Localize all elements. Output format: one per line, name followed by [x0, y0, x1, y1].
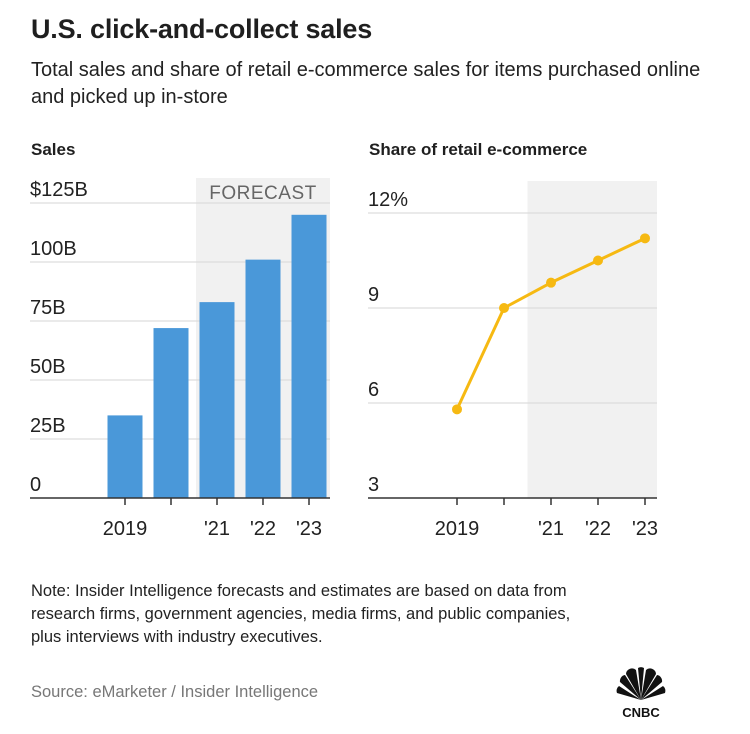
chart-note: Note: Insider Intelligence forecasts and… — [31, 582, 571, 646]
sales-x-tick-labels: 2019 '21 '22 '23 — [103, 518, 322, 540]
share-x-tick-label: '21 — [538, 518, 564, 540]
sales-bar — [199, 302, 235, 498]
sales-x-tick-marks — [124, 498, 310, 505]
sales-y-tick-label: 75B — [30, 297, 66, 319]
sales-bar — [291, 214, 327, 499]
sales-y-tick-label: 0 — [30, 474, 41, 496]
share-x-tick-label: '23 — [632, 518, 658, 540]
sales-bar — [153, 328, 189, 498]
sales-x-tick-label: '23 — [296, 518, 322, 540]
sales-y-tick-label: 50B — [30, 356, 66, 378]
sales-chart: Sales FORECAST 0 25B 50B 75B 100B $125B 2019 '… — [30, 140, 330, 540]
share-y-tick-labels: 3 6 9 12% — [368, 189, 408, 496]
share-y-tick-label: 6 — [368, 379, 379, 401]
sales-y-tick-labels: 0 25B 50B 75B 100B $125B — [30, 179, 88, 496]
share-gridlines — [368, 212, 657, 404]
sales-bar — [107, 415, 143, 498]
share-chart-title: Share of retail e-commerce — [369, 140, 587, 159]
share-y-tick-label: 12% — [368, 189, 408, 211]
share-point — [593, 255, 603, 266]
sales-bar — [245, 259, 281, 498]
forecast-label: FORECAST — [209, 183, 316, 204]
share-point — [452, 404, 462, 415]
sales-chart-title: Sales — [31, 140, 75, 159]
share-points — [452, 233, 650, 415]
chart-subtitle: Total sales and share of retail e-commer… — [31, 59, 701, 108]
sales-x-tick-label: 2019 — [103, 518, 148, 540]
chart-source: Source: eMarketer / Insider Intelligence — [31, 683, 319, 701]
share-point — [499, 303, 509, 313]
share-x-tick-marks — [456, 498, 646, 505]
cnbc-peacock-logo: CNBC — [616, 667, 666, 720]
share-y-tick-label: 3 — [368, 474, 379, 496]
sales-x-tick-label: '22 — [250, 518, 276, 540]
share-x-tick-label: 2019 — [435, 518, 480, 540]
share-point — [546, 277, 556, 288]
share-point — [640, 233, 650, 244]
sales-y-tick-label: $125B — [30, 179, 88, 201]
share-forecast-region — [527, 181, 657, 498]
sales-x-tick-label: '21 — [204, 518, 230, 540]
share-y-tick-label: 9 — [368, 284, 379, 306]
share-x-tick-label: '22 — [585, 518, 611, 540]
sales-y-tick-label: 25B — [30, 415, 66, 437]
share-x-tick-labels: 2019 '21 '22 '23 — [435, 518, 658, 540]
cnbc-logo-text: CNBC — [622, 705, 660, 720]
chart-title: U.S. click-and-collect sales — [31, 14, 373, 44]
sales-bars — [107, 214, 327, 499]
sales-y-tick-label: 100B — [30, 238, 77, 260]
share-chart: Share of retail e-commerce 3 6 9 12% 2019 '2… — [368, 140, 658, 540]
